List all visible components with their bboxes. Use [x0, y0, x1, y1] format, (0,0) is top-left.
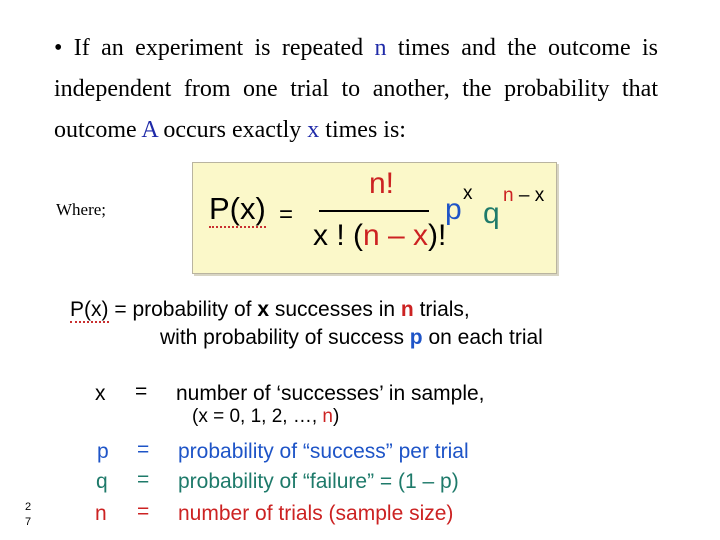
definition-x-text: number of ‘successes’ in sample,: [176, 382, 485, 405]
definition-q-text: probability of “failure” = (1 – p): [178, 470, 459, 493]
bullet: •: [54, 35, 63, 61]
formula-numerator: n!: [369, 167, 395, 200]
definition-n-symbol: n: [95, 502, 107, 525]
formula-q: q: [483, 197, 500, 230]
fraction-bar: [319, 210, 429, 212]
formula-p: p: [445, 193, 462, 226]
definition-x-symbol: x: [95, 382, 106, 405]
definition-n-text: number of trials (sample size): [178, 502, 454, 525]
definition-px-line2: with probability of success p on each tr…: [160, 326, 543, 349]
definition-p-equals: =: [137, 438, 150, 461]
intro-paragraph: • If an experiment is repeated n times a…: [54, 35, 658, 143]
definition-p-text: probability of “success” per trial: [178, 440, 469, 463]
definition-q-symbol: q: [96, 470, 108, 493]
definition-p-symbol: p: [97, 440, 109, 463]
formula-denominator: x ! (n – x)!: [313, 219, 447, 252]
binomial-formula-box: P(x) = n! x ! (n – x)! p x q n – x: [192, 162, 557, 274]
formula-equals: =: [279, 201, 294, 228]
definition-q-equals: =: [137, 468, 150, 491]
definition-n-equals: =: [137, 500, 150, 523]
formula-p-exponent: x: [463, 183, 473, 204]
definition-x-equals: =: [135, 380, 148, 403]
page-number: 2 7: [25, 501, 32, 528]
var-a: A: [141, 117, 158, 143]
definition-px: P(x) = probability of x successes in n t…: [70, 298, 470, 323]
formula-lhs: P(x): [209, 191, 266, 228]
var-n: n: [374, 35, 387, 61]
where-label: Where;: [56, 200, 107, 219]
formula-q-exponent: n – x: [503, 185, 545, 206]
definition-x-range: (x = 0, 1, 2, …, n): [192, 406, 340, 427]
var-x: x: [307, 117, 320, 143]
